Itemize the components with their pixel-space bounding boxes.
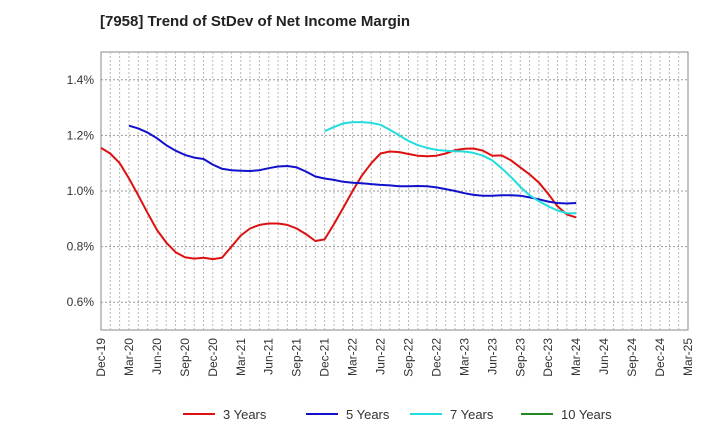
x-tick-label: Jun-21	[262, 338, 276, 375]
x-tick-label: Sep-22	[401, 338, 415, 377]
x-tick-label: Mar-20	[122, 338, 136, 376]
legend-label: 10 Years	[561, 407, 612, 422]
series-lines	[100, 121, 577, 261]
x-tick-label: Sep-24	[625, 338, 639, 377]
chart-title: [7958] Trend of StDev of Net Income Marg…	[100, 13, 410, 30]
series-line-7-years	[324, 121, 577, 215]
x-tick-label: Jun-24	[597, 338, 611, 375]
x-tick-label: Sep-20	[178, 338, 192, 377]
x-tick-label: Sep-21	[290, 338, 304, 377]
x-tick-label: Dec-23	[541, 338, 555, 377]
y-tick-label: 1.0%	[67, 184, 95, 198]
y-tick-label: 1.4%	[67, 73, 95, 87]
x-tick-label: Dec-20	[206, 338, 220, 377]
series-line-3-years	[100, 147, 577, 261]
x-tick-label: Sep-23	[513, 338, 527, 377]
y-axis-tick-labels: 0.6% 0.8% 1.0% 1.2% 1.4%	[67, 73, 95, 309]
x-tick-label: Dec-24	[653, 338, 667, 377]
x-tick-label: Mar-21	[234, 338, 248, 376]
x-tick-label: Jun-23	[485, 338, 499, 375]
horizontal-gridlines	[101, 79, 688, 303]
x-tick-label: Jun-20	[150, 338, 164, 375]
legend-label: 7 Years	[450, 407, 494, 422]
x-tick-label: Jun-22	[374, 338, 388, 375]
x-tick-label: Dec-22	[429, 338, 443, 377]
x-tick-label: Mar-24	[569, 338, 583, 376]
x-tick-label: Dec-19	[94, 338, 108, 377]
legend-label: 5 Years	[346, 407, 390, 422]
x-tick-label: Mar-23	[457, 338, 471, 376]
x-axis-tick-labels: Dec-19 Mar-20 Jun-20 Sep-20 Dec-20 Mar-21 Jun-…	[94, 338, 695, 377]
y-tick-label: 1.2%	[67, 128, 95, 142]
series-line-5-years	[128, 124, 577, 205]
y-tick-label: 0.6%	[67, 295, 95, 309]
x-tick-label: Mar-25	[681, 338, 695, 376]
x-tick-label: Mar-22	[346, 338, 360, 376]
legend: 3 Years 5 Years 7 Years 10 Years	[183, 407, 612, 422]
legend-label: 3 Years	[223, 407, 267, 422]
y-tick-label: 0.8%	[67, 240, 95, 254]
x-tick-label: Dec-21	[318, 338, 332, 377]
